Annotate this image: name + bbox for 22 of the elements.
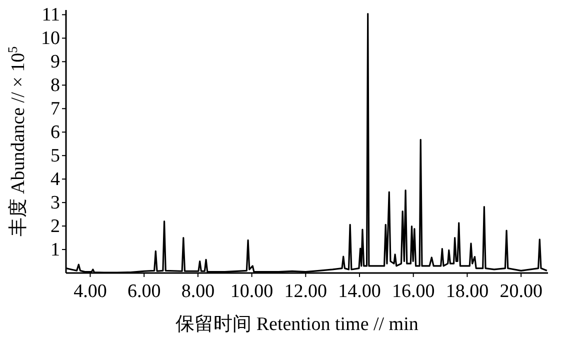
x-tick-label: 16.00 [392,281,435,302]
y-tick-label: 1 [50,240,60,261]
y-tick-label: 7 [50,98,60,120]
x-axis-title: 保留时间 Retention time // min [176,314,419,335]
y-tick-label: 5 [50,146,60,167]
x-tick-label: 18.00 [446,281,489,302]
y-tick-label: 4 [50,169,60,190]
x-tick-label: 20.00 [500,281,542,302]
y-tick-label: 9 [50,52,60,73]
line-series [65,12,548,274]
y-tick-label: 11 [42,4,60,26]
x-tick-label: 4.00 [74,281,107,302]
y-tick-label: 3 [50,192,60,214]
x-tick-label: 6.00 [127,281,161,302]
x-tick-label: 10.00 [230,281,274,302]
y-tick-label: 2 [50,216,60,238]
y-tick-label: 6 [50,122,60,144]
y-tick-label: 10 [41,28,60,50]
y-tick-label: 8 [50,75,60,96]
x-tick-label: 12.00 [284,281,328,302]
x-tick-label: 8.00 [181,281,215,302]
x-tick-label: 14.00 [338,281,381,302]
